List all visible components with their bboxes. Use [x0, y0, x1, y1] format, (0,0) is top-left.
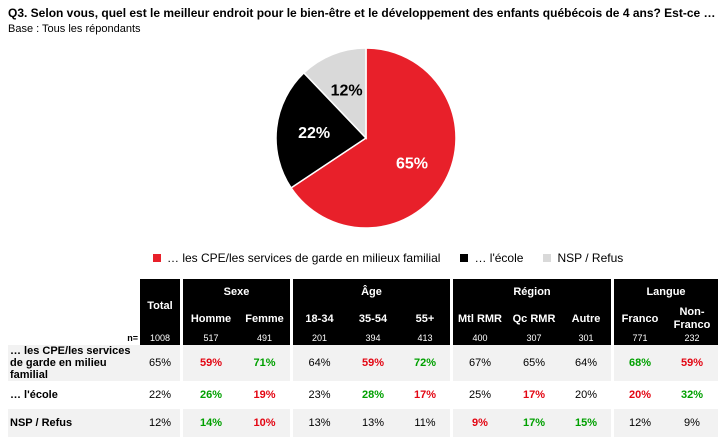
- value-cell: 14%: [183, 409, 239, 437]
- table-row: … l'école 22% 26% 19% 23% 28% 17% 25% 17…: [8, 381, 718, 409]
- n-value: 1008: [140, 332, 180, 345]
- legend-swatch-cpe: [153, 254, 161, 262]
- col-qc-rmr: Qc RMR: [507, 305, 561, 332]
- legend-swatch-nsp: [543, 254, 552, 262]
- value-cell: 68%: [614, 345, 666, 381]
- value-cell: 12%: [140, 409, 180, 437]
- col-35-54: 35-54: [346, 305, 400, 332]
- value-cell: 12%: [614, 409, 666, 437]
- group-region: Région: [453, 279, 611, 305]
- value-cell: 9%: [666, 409, 718, 437]
- value-cell: 26%: [199, 389, 223, 401]
- value-cell: 71%: [239, 345, 290, 381]
- value-cell: 9%: [453, 409, 507, 437]
- column-header-row: Homme Femme 18-34 35-54 55+ Mtl RMR Qc R…: [8, 305, 718, 332]
- value-cell: 10%: [239, 409, 290, 437]
- group-sexe: Sexe: [183, 279, 290, 305]
- col-franco: Franco: [614, 305, 666, 332]
- n-value: 491: [239, 332, 290, 345]
- value-cell: 28%: [361, 389, 385, 401]
- legend-item-ecole: … l'école: [460, 251, 523, 265]
- n-value: 307: [507, 332, 561, 345]
- value-cell: 25%: [468, 389, 492, 401]
- value-cell: 65%: [140, 345, 180, 381]
- value-cell: 13%: [293, 409, 346, 437]
- value-cell: 59%: [666, 345, 718, 381]
- legend-label-nsp: NSP / Refus: [557, 251, 624, 265]
- base-note: Base : Tous les répondants: [8, 23, 141, 35]
- row-label: … l'école: [10, 389, 58, 401]
- table-row: … les CPE/les services de garde en milie…: [8, 345, 718, 381]
- question-title: Q3. Selon vous, quel est le meilleur end…: [8, 6, 716, 20]
- col-femme: Femme: [239, 305, 290, 332]
- n-value: 413: [400, 332, 450, 345]
- col-total: Total: [140, 279, 180, 332]
- n-value: 771: [614, 332, 666, 345]
- value-cell: 17%: [413, 389, 437, 401]
- col-autre: Autre: [561, 305, 611, 332]
- col-55plus: 55+: [400, 305, 450, 332]
- value-cell: 15%: [561, 409, 611, 437]
- value-cell: 20%: [574, 389, 598, 401]
- value-cell: 65%: [507, 345, 561, 381]
- pie-slice: [275, 71, 368, 189]
- legend-label-cpe: … les CPE/les services de garde en milie…: [167, 251, 441, 265]
- value-cell: 64%: [293, 345, 346, 381]
- row-label: … les CPE/les services de garde en milie…: [8, 345, 140, 381]
- n-value: 400: [453, 332, 507, 345]
- col-18-34: 18-34: [293, 305, 346, 332]
- col-mtl-rmr: Mtl RMR: [453, 305, 507, 332]
- value-cell: 20%: [628, 389, 652, 401]
- row-label: NSP / Refus: [8, 409, 140, 437]
- legend: … les CPE/les services de garde en milie…: [153, 251, 643, 265]
- value-cell: 59%: [183, 345, 239, 381]
- legend-item-nsp: NSP / Refus: [543, 251, 623, 265]
- value-cell: 22%: [148, 389, 172, 401]
- n-value: 232: [666, 332, 718, 345]
- col-homme: Homme: [183, 305, 239, 332]
- value-cell: 59%: [346, 345, 400, 381]
- n-value: 394: [346, 332, 400, 345]
- legend-label-ecole: … l'école: [474, 251, 524, 265]
- value-cell: 17%: [507, 409, 561, 437]
- pie-chart: 65% 22% 12%: [275, 47, 457, 229]
- corner-cell: [8, 279, 140, 305]
- n-value: 517: [183, 332, 239, 345]
- value-cell: 23%: [308, 389, 331, 401]
- group-header-row: Total Sexe Âge Région Langue: [8, 279, 718, 332]
- table-row: NSP / Refus 12% 14% 10% 13% 13% 11% 9% 1…: [8, 409, 718, 437]
- n-value: 301: [561, 332, 611, 345]
- value-cell: 72%: [400, 345, 450, 381]
- pie-slice: [290, 47, 457, 229]
- value-cell: 19%: [253, 389, 276, 401]
- group-age: Âge: [293, 279, 450, 305]
- pie-data-label: 22%: [298, 125, 330, 142]
- pie-slice: [302, 47, 367, 140]
- value-cell: 17%: [522, 389, 546, 401]
- col-non-franco: Non-Franco: [666, 305, 718, 332]
- pie-data-label: 65%: [396, 156, 428, 173]
- n-value: 201: [293, 332, 346, 345]
- legend-swatch-ecole: [460, 254, 469, 262]
- value-cell: 64%: [561, 345, 611, 381]
- group-langue: Langue: [614, 279, 718, 305]
- crosstab-table: Total Sexe Âge Région Langue Homme Femme…: [8, 279, 718, 437]
- value-cell: 67%: [453, 345, 507, 381]
- value-cell: 32%: [680, 389, 704, 401]
- pie-data-label: 12%: [331, 83, 363, 100]
- value-cell: 13%: [346, 409, 400, 437]
- n-label: n=: [127, 333, 138, 343]
- legend-item-cpe: … les CPE/les services de garde en milie…: [153, 251, 440, 265]
- n-row: n= 1008 517 491 201 394 413 400 307 301 …: [8, 332, 718, 345]
- value-cell: 11%: [400, 409, 450, 437]
